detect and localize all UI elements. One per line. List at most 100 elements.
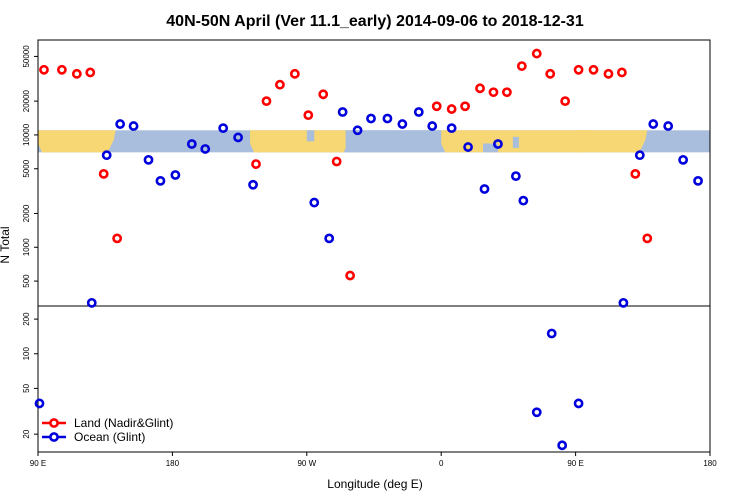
data-point bbox=[618, 297, 629, 308]
data-point bbox=[531, 407, 542, 418]
lower-y-tick-label: 200 bbox=[22, 312, 31, 326]
data-point bbox=[557, 440, 568, 451]
data-point bbox=[502, 87, 512, 98]
data-point bbox=[85, 67, 96, 78]
data-point bbox=[630, 168, 641, 179]
data-point bbox=[531, 48, 542, 59]
legend-label: Ocean (Glint) bbox=[74, 430, 145, 444]
x-tick-label: 180 bbox=[166, 459, 180, 468]
lower-panel-frame bbox=[37, 305, 711, 453]
map-band-land bbox=[250, 130, 352, 153]
data-point bbox=[248, 179, 258, 190]
legend-label: Land (Nadir&Glint) bbox=[74, 416, 173, 430]
data-point bbox=[261, 96, 272, 107]
map-band-land bbox=[575, 130, 648, 153]
data-point bbox=[475, 83, 485, 94]
data-point bbox=[366, 113, 376, 124]
upper-y-tick-label: 5000 bbox=[22, 159, 31, 177]
map-band-black-sea bbox=[483, 143, 498, 153]
data-point bbox=[446, 123, 457, 134]
data-point bbox=[200, 144, 211, 154]
data-point bbox=[648, 119, 659, 129]
upper-y-tick-label: 2000 bbox=[22, 204, 31, 222]
data-point bbox=[71, 68, 82, 79]
upper-y-tick-label: 500 bbox=[22, 274, 31, 288]
x-tick-label: 90 E bbox=[567, 459, 583, 468]
data-point bbox=[397, 119, 408, 129]
data-point bbox=[352, 125, 363, 136]
data-point bbox=[493, 139, 503, 149]
data-point bbox=[663, 121, 674, 131]
data-point bbox=[382, 113, 393, 124]
data-point bbox=[98, 168, 109, 179]
data-point bbox=[642, 233, 653, 244]
data-point bbox=[186, 139, 197, 149]
legend-marker bbox=[49, 418, 59, 428]
data-point bbox=[573, 64, 584, 75]
data-point bbox=[56, 64, 67, 75]
data-point bbox=[233, 132, 244, 143]
data-point bbox=[112, 233, 123, 244]
x-tick-label: 0 bbox=[439, 459, 444, 468]
data-point bbox=[603, 68, 614, 79]
data-point bbox=[546, 328, 557, 339]
lower-y-tick-label: 100 bbox=[22, 347, 31, 361]
data-point bbox=[510, 171, 521, 182]
data-point bbox=[479, 184, 490, 194]
lower-y-tick-label: 50 bbox=[22, 383, 31, 392]
data-point bbox=[170, 170, 181, 180]
legend-entry: Land (Nadir&Glint) bbox=[42, 416, 173, 430]
data-point bbox=[560, 96, 571, 107]
data-point bbox=[693, 175, 703, 186]
data-point bbox=[128, 121, 139, 131]
data-point bbox=[488, 87, 499, 98]
data-point bbox=[345, 270, 356, 281]
data-point bbox=[516, 61, 527, 71]
chart-title: 40N-50N April (Ver 11.1_early) 2014-09-0… bbox=[166, 13, 584, 30]
data-point bbox=[678, 154, 689, 165]
plot-area: 5001000200050001000020000500002050100200… bbox=[22, 39, 717, 468]
data-point bbox=[218, 123, 229, 134]
data-point bbox=[289, 68, 300, 79]
data-point bbox=[275, 79, 285, 90]
data-point bbox=[634, 150, 645, 161]
data-point bbox=[463, 142, 473, 152]
data-point bbox=[115, 119, 126, 129]
data-point bbox=[34, 398, 45, 409]
data-point bbox=[39, 64, 49, 75]
data-point bbox=[518, 195, 529, 206]
map-band bbox=[38, 130, 710, 153]
x-axis-label: Longitude (deg E) bbox=[327, 477, 422, 491]
data-point bbox=[318, 89, 329, 100]
x-tick-label: 90 W bbox=[297, 459, 316, 468]
data-point bbox=[86, 297, 97, 308]
data-point bbox=[431, 101, 442, 112]
x-tick-label: 180 bbox=[703, 459, 717, 468]
upper-series-land bbox=[39, 48, 653, 281]
data-point bbox=[446, 104, 457, 114]
data-point bbox=[331, 156, 342, 167]
lower-series-ocean bbox=[34, 328, 584, 451]
data-point bbox=[545, 68, 556, 79]
upper-series-ocean bbox=[86, 107, 703, 308]
data-point bbox=[303, 110, 314, 121]
data-point bbox=[337, 107, 348, 117]
upper-y-tick-label: 20000 bbox=[22, 89, 31, 112]
data-point bbox=[251, 159, 261, 169]
legend: Land (Nadir&Glint)Ocean (Glint) bbox=[42, 416, 173, 444]
upper-y-tick-label: 1000 bbox=[22, 238, 31, 256]
data-point bbox=[101, 150, 112, 161]
data-point bbox=[427, 121, 438, 131]
data-point bbox=[573, 398, 584, 409]
y-axis-label: N Total bbox=[0, 226, 12, 263]
map-band-atlantic bbox=[345, 130, 442, 153]
legend-entry: Ocean (Glint) bbox=[42, 430, 145, 444]
data-point bbox=[324, 233, 335, 244]
upper-panel-frame bbox=[37, 39, 711, 307]
x-tick-label: 90 E bbox=[30, 459, 46, 468]
data-point bbox=[143, 154, 154, 165]
legend-marker bbox=[49, 432, 59, 442]
data-point bbox=[413, 107, 424, 117]
upper-y-tick-label: 10000 bbox=[22, 123, 31, 146]
